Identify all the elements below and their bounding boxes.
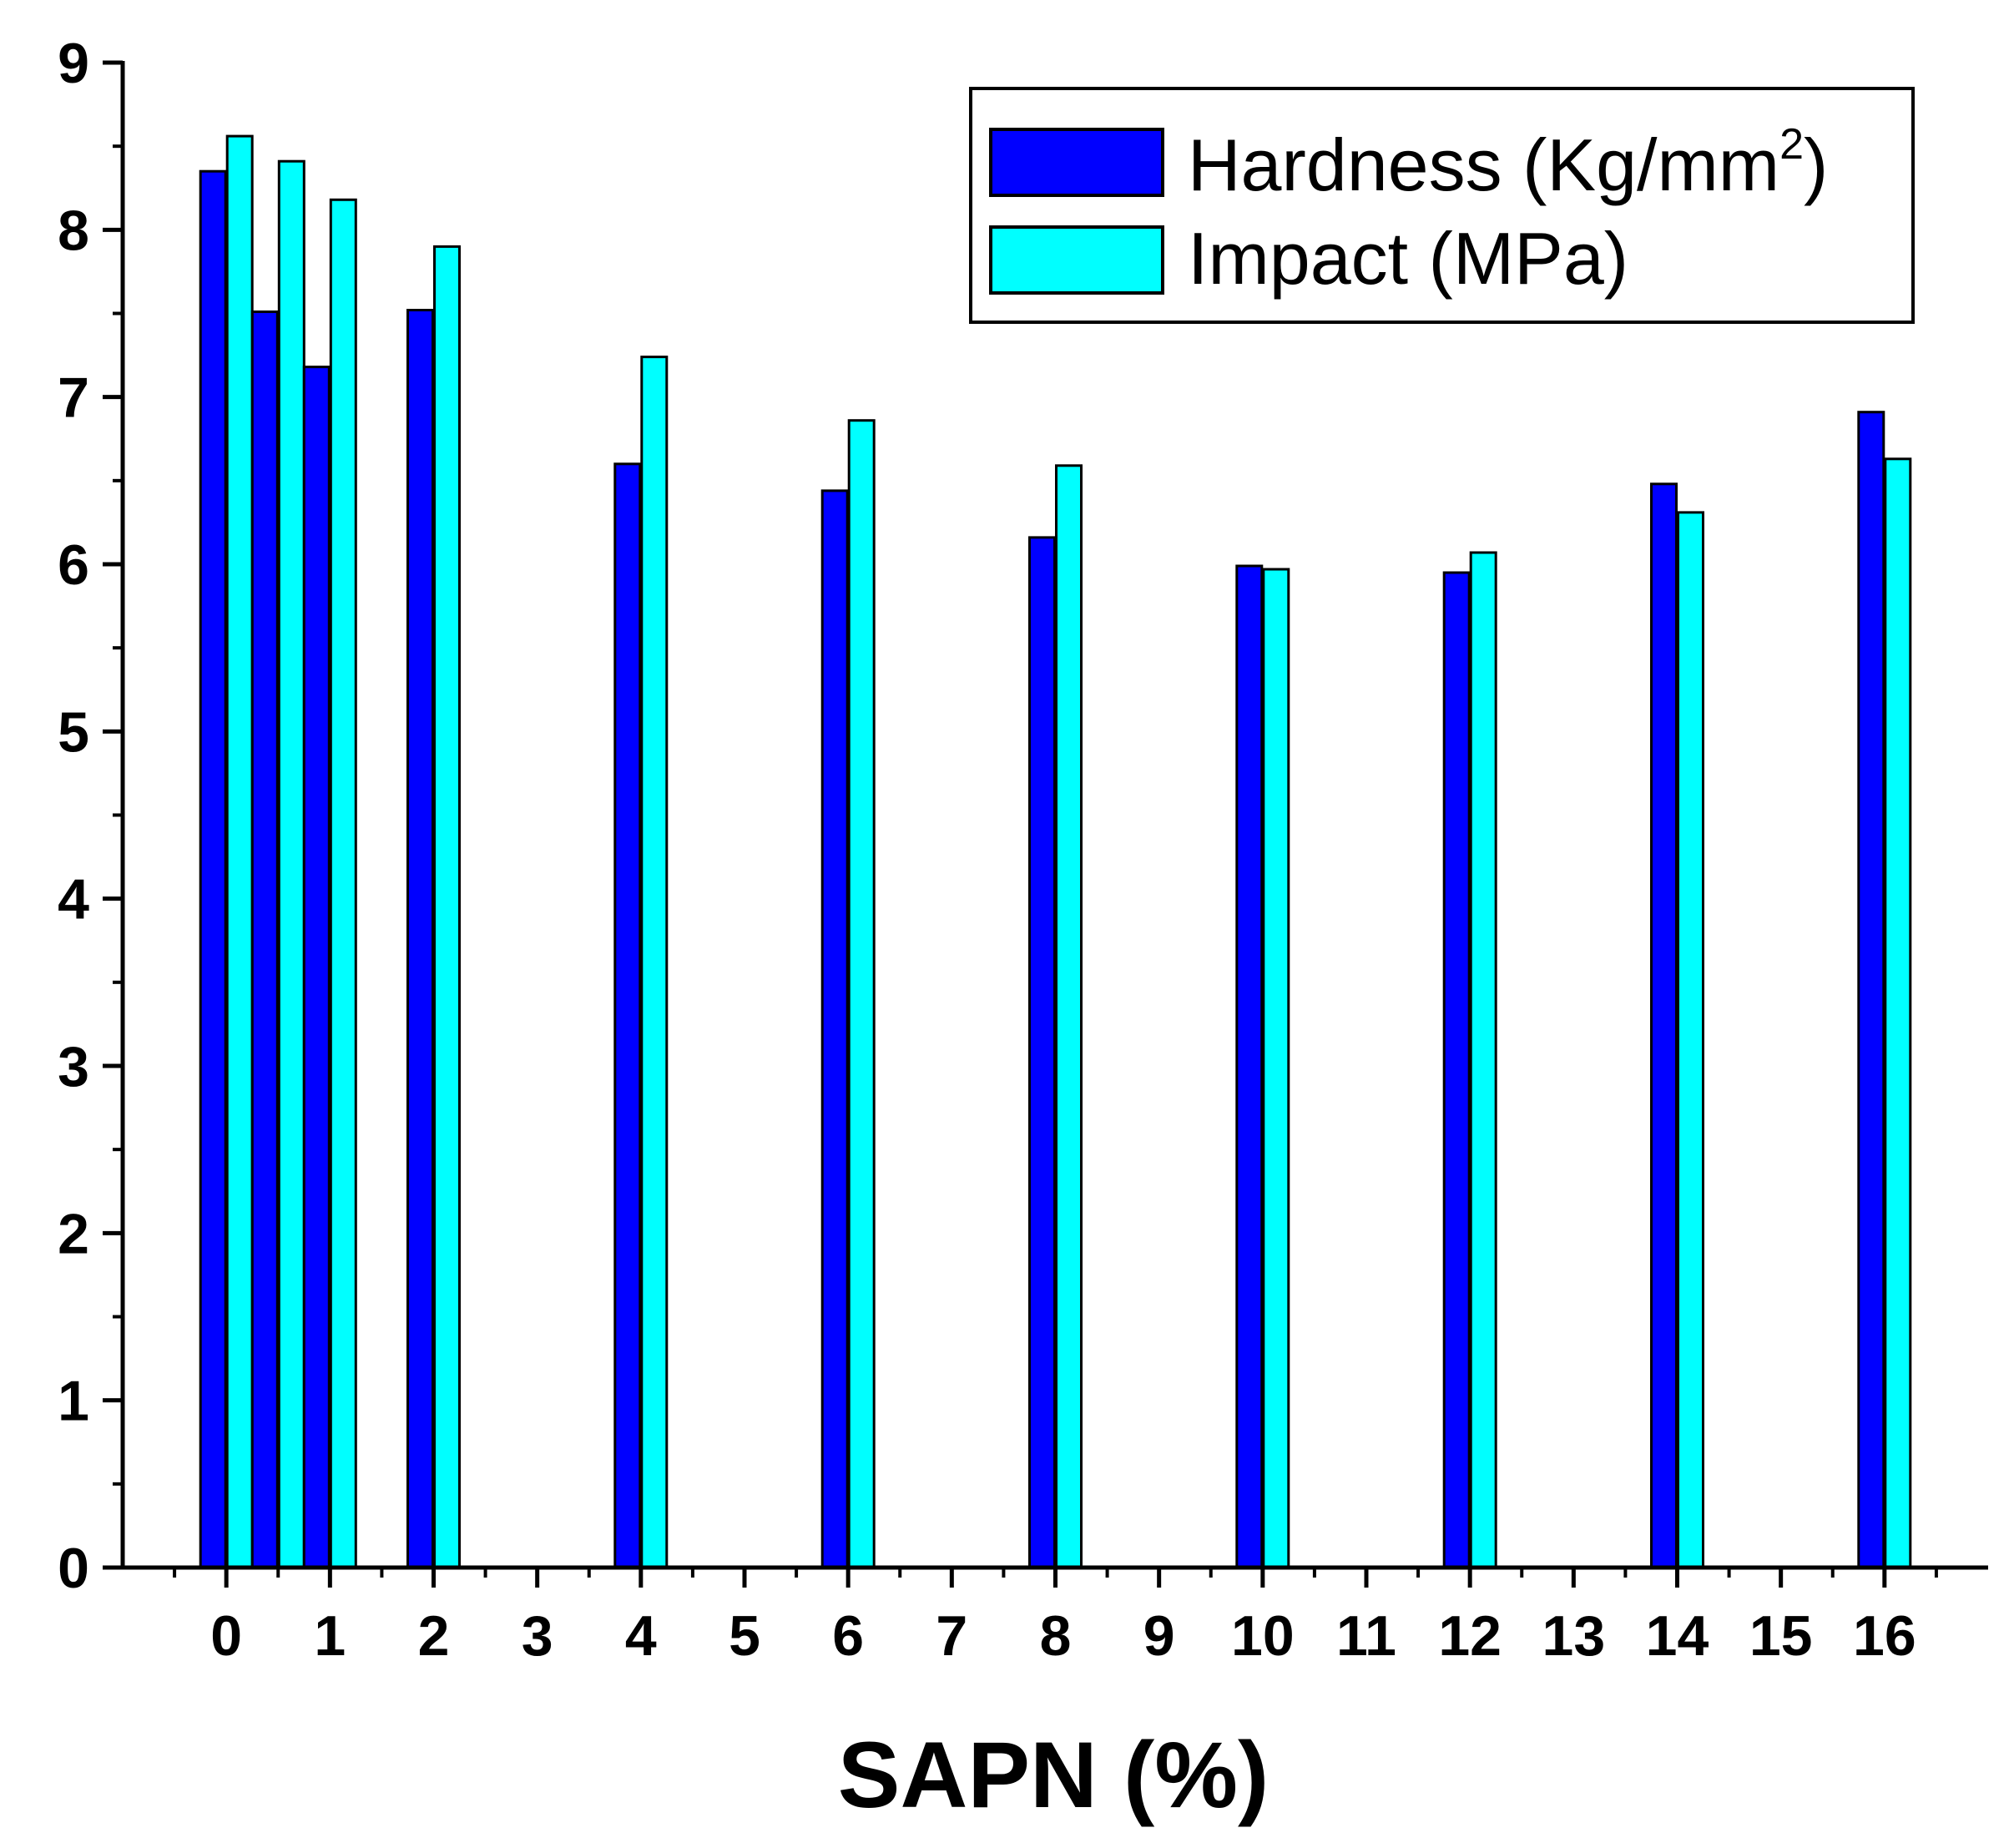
y-tick-label: 1 (58, 1370, 89, 1433)
y-tick-label: 5 (58, 700, 89, 764)
x-tick-label: 13 (1542, 1604, 1606, 1668)
bar-impact-14 (1677, 511, 1704, 1569)
y-tick-label: 3 (58, 1035, 89, 1098)
y-tick-label: 4 (58, 868, 89, 932)
x-tick-label: 5 (729, 1604, 760, 1668)
bar-hardness-8 (1028, 536, 1056, 1569)
bar-impact-1 (329, 198, 357, 1569)
bar-hardness-10 (1235, 564, 1264, 1569)
y-tick-label: 0 (58, 1537, 89, 1600)
legend-label-impact: Impact (MPa) (1188, 217, 1628, 300)
bar-impact-12 (1469, 551, 1497, 1569)
bar-impact-0.5 (277, 159, 305, 1569)
bar-hardness-12 (1442, 571, 1471, 1569)
x-tick-label: 10 (1231, 1604, 1295, 1668)
legend: Hardness (Kg/mm2) Impact (MPa) (969, 87, 1915, 324)
legend-label-hardness: Hardness (Kg/mm2) (1188, 120, 1828, 206)
bar-impact-2 (433, 245, 461, 1569)
bar-hardness-0 (199, 169, 227, 1569)
x-tick-label: 11 (1336, 1604, 1396, 1668)
x-tick-label: 6 (832, 1604, 864, 1668)
x-tick-label: 12 (1438, 1604, 1502, 1668)
x-tick-label: 2 (418, 1604, 450, 1668)
x-tick-label: 9 (1143, 1604, 1175, 1668)
y-tick-label: 7 (58, 366, 89, 430)
x-tick-label: 1 (314, 1604, 346, 1668)
x-tick-label: 3 (522, 1604, 553, 1668)
y-tick-label: 6 (58, 533, 89, 597)
x-tick-label: 15 (1749, 1604, 1813, 1668)
y-tick-label: 8 (58, 199, 89, 262)
bar-impact-10 (1262, 568, 1290, 1569)
bar-hardness-16 (1857, 411, 1885, 1569)
bar-impact-0 (225, 134, 254, 1569)
x-tick-label: 8 (1040, 1604, 1072, 1668)
bar-impact-6 (847, 419, 876, 1569)
bar-impact-8 (1055, 464, 1083, 1569)
x-tick-label: 7 (936, 1604, 967, 1668)
bars-layer (199, 134, 1912, 1569)
bar-hardness-4 (613, 462, 642, 1569)
x-tick-label: 4 (625, 1604, 657, 1668)
bar-hardness-1 (302, 366, 331, 1569)
bar-hardness-0.5 (250, 311, 279, 1569)
x-tick-label: 14 (1646, 1604, 1709, 1668)
x-tick-label: 0 (210, 1604, 242, 1668)
bar-hardness-6 (820, 489, 849, 1569)
legend-swatch-hardness (989, 128, 1164, 197)
y-tick-label: 9 (58, 32, 89, 95)
x-tick-label: 16 (1853, 1604, 1916, 1668)
legend-swatch-impact (989, 225, 1164, 295)
bar-impact-4 (640, 356, 669, 1569)
bar-impact-16 (1884, 457, 1912, 1569)
bar-hardness-14 (1650, 482, 1678, 1569)
y-tick-label: 2 (58, 1202, 89, 1265)
bar-hardness-2 (406, 309, 434, 1569)
x-axis-title: SAPN (%) (838, 1723, 1269, 1827)
